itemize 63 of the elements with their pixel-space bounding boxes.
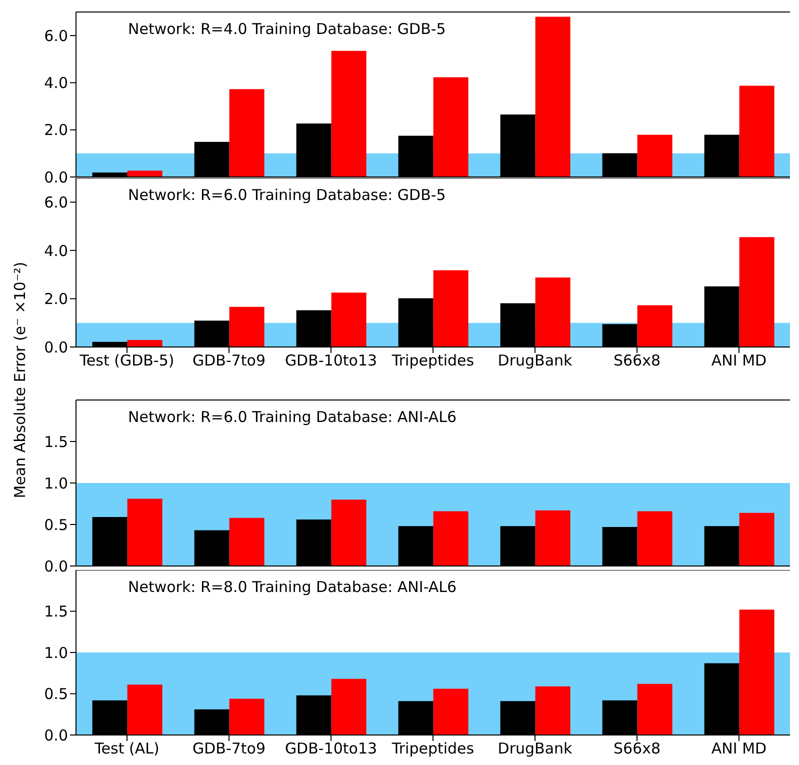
y-tick-label: 1.5: [44, 432, 68, 451]
bar: [127, 684, 162, 735]
x-tick-label: DrugBank: [498, 352, 573, 370]
y-tick-label: 0.0: [44, 726, 68, 744]
y-tick-label: 1.5: [44, 602, 68, 621]
bar: [229, 89, 264, 177]
bar: [637, 134, 672, 177]
bar: [739, 86, 774, 177]
x-tick-label: GDB-10to13: [284, 740, 378, 758]
x-tick-label: GDB-7to9: [192, 352, 266, 370]
bar: [739, 237, 774, 347]
x-tick-label: Test (AL): [94, 740, 160, 758]
bar: [433, 77, 468, 177]
y-tick-label: 4.0: [44, 74, 68, 92]
annotation: Network: R=4.0 Training Database: GDB-5: [128, 20, 446, 38]
y-tick-label: 0.0: [44, 557, 68, 576]
annotation: Network: R=6.0 Training Database: GDB-5: [128, 186, 446, 204]
bar: [739, 610, 774, 735]
bar: [331, 50, 366, 177]
x-tick-label: Tripeptides: [390, 740, 474, 758]
bar: [535, 510, 570, 566]
y-tick-label: 6.0: [44, 193, 68, 212]
y-tick-label: 0.0: [44, 338, 68, 356]
x-tick-label: Test (GDB-5): [78, 352, 174, 370]
bar: [433, 270, 468, 347]
y-tick-label: 1.0: [44, 644, 68, 662]
bar: [331, 500, 366, 566]
bar: [229, 306, 264, 347]
x-tick-label: DrugBank: [498, 740, 573, 758]
y-tick-label: 0.0: [44, 168, 68, 186]
bar: [229, 698, 264, 735]
bar: [433, 688, 468, 735]
x-tick-label: GDB-7to9: [192, 740, 266, 758]
x-tick-label: Tripeptides: [390, 352, 474, 370]
y-tick-label: 4.0: [44, 242, 68, 260]
bar: [739, 512, 774, 566]
bar: [127, 340, 162, 347]
y-tick-label: 0.5: [44, 516, 68, 534]
bar: [433, 511, 468, 566]
y-tick-label: 0.5: [44, 685, 68, 704]
bar: [535, 686, 570, 735]
y-axis-title: Mean Absolute Error (e⁻ ×10⁻²): [11, 262, 29, 498]
bar: [637, 684, 672, 735]
x-tick-label: GDB-10to13: [284, 352, 378, 370]
bar: [331, 292, 366, 347]
bar: [535, 277, 570, 347]
bar: [637, 305, 672, 347]
y-tick-label: 1.0: [44, 474, 68, 492]
annotation: Network: R=6.0 Training Database: ANI-AL6: [128, 408, 457, 426]
x-tick-label: S66x8: [613, 352, 661, 370]
x-tick-label: S66x8: [613, 740, 661, 758]
y-tick-label: 2.0: [44, 121, 68, 140]
bar: [229, 518, 264, 566]
bar: [127, 170, 162, 177]
bar: [637, 511, 672, 566]
bar: [535, 16, 570, 177]
bar: [127, 498, 162, 566]
y-tick-label: 2.0: [44, 290, 68, 308]
x-tick-label: ANI MD: [711, 740, 767, 758]
bar: [331, 678, 366, 735]
y-tick-label: 6.0: [44, 26, 68, 45]
x-tick-label: ANI MD: [711, 352, 767, 370]
annotation: Network: R=8.0 Training Database: ANI-AL6: [128, 578, 457, 596]
